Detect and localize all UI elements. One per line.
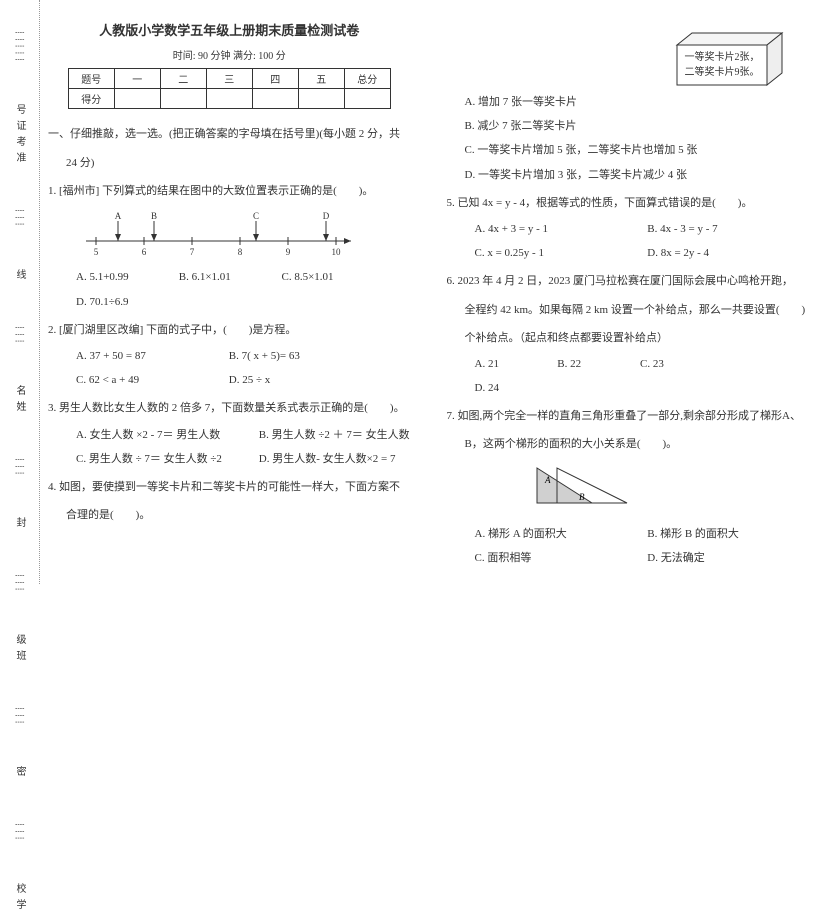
left-column: 人教版小学数学五年级上册期末质量检测试卷 时间: 90 分钟 满分: 100 分… [40,0,429,584]
score-cell [206,89,252,109]
triangle-diagram: A B [527,463,810,516]
question-3: 3. 男生人数比女生人数的 2 倍多 7，下面数量关系式表示正确的是( )。 [48,396,411,420]
card-box-diagram: 一等奖卡片2张， 二等奖卡片9张。 [667,30,797,97]
score-header: 一 [114,69,160,89]
binding-dots: ┊┊┊ [15,325,24,345]
opt-c: C. x = 0.25y - 1 [475,241,645,265]
svg-text:B: B [151,211,157,221]
binding-label-secret: 密 [12,766,27,782]
opt-b: B. 梯形 B 的面积大 [647,522,747,546]
opt-d: D. 8x = 2y - 4 [647,241,747,265]
right-column: 一等奖卡片2张， 二等奖卡片9张。 A. 增加 7 张一等奖卡片 B. 减少 7… [429,0,827,584]
section-1: 一、仔细推敲，选一选。(把正确答案的字母填在括号里)(每小题 2 分，共 [48,123,411,145]
q4-options: A. 增加 7 张一等奖卡片 B. 减少 7 张二等奖卡片 C. 一等奖卡片增加… [465,90,810,187]
svg-text:二等奖卡片9张。: 二等奖卡片9张。 [685,65,760,78]
opt-a: A. 37 + 50 = 87 [76,344,226,368]
opt-a: A. 21 [475,352,555,376]
opt-b: B. 22 [557,352,637,376]
svg-text:D: D [323,211,330,221]
question-5: 5. 已知 4x = y - 4，根据等式的性质，下面算式错误的是( )。 [447,191,810,215]
score-header: 总分 [344,69,390,89]
opt-b: B. 减少 7 张二等奖卡片 [465,114,810,138]
q3-options: A. 女生人数 ×2 - 7＝ 男生人数 B. 男生人数 ÷2 ＋ 7＝ 女生人… [76,423,411,471]
opt-a: A. 女生人数 ×2 - 7＝ 男生人数 [76,423,256,447]
svg-text:9: 9 [286,247,291,257]
binding-margin: ┊┊┊┊┊ 号证考准 ┊┊┊ 线 ┊┊┊ 名姓 ┊┊┊ 封 ┊┊┊ 级班 ┊┊┊… [0,0,40,584]
score-row-label: 得分 [68,89,114,109]
q7-options: A. 梯形 A 的面积大 B. 梯形 B 的面积大 C. 面积相等 D. 无法确… [475,522,810,570]
binding-label-name: 名姓 [12,385,27,417]
binding-label-exam: 号证考准 [12,104,27,168]
section-1b: 24 分) [66,151,411,175]
opt-d: D. 一等奖卡片增加 3 张，二等奖卡片减少 4 张 [465,163,810,187]
binding-dots: ┊┊┊ [15,457,24,477]
binding-dots: ┊┊┊ [15,706,24,726]
question-6: 6. 2023 年 4 月 2 日，2023 厦门马拉松赛在厦门国际会展中心鸣枪… [447,269,810,293]
opt-a: A. 4x + 3 = y - 1 [475,217,645,241]
score-table: 题号 一 二 三 四 五 总分 得分 [68,68,391,109]
opt-b: B. 男生人数 ÷2 ＋ 7＝ 女生人数 [259,423,410,447]
score-header: 题号 [68,69,114,89]
binding-dots: ┊┊┊ [15,208,24,228]
score-cell [252,89,298,109]
binding-label-class: 级班 [12,634,27,666]
score-cell [160,89,206,109]
opt-d: D. 70.1÷6.9 [76,290,176,314]
binding-label-school: 校学 [12,883,27,915]
opt-c: C. 一等奖卡片增加 5 张，二等奖卡片也增加 5 张 [465,138,810,162]
opt-d: D. 无法确定 [647,546,747,570]
svg-text:6: 6 [142,247,147,257]
score-header: 三 [206,69,252,89]
opt-c: C. 面积相等 [475,546,645,570]
q2-options: A. 37 + 50 = 87 B. 7( x + 5)= 63 C. 62 <… [76,344,411,392]
opt-c: C. 23 [640,352,720,376]
svg-text:7: 7 [190,247,195,257]
binding-dots: ┊┊┊┊┊ [15,30,24,64]
opt-d: D. 男生人数- 女生人数×2 = 7 [259,447,396,471]
question-4: 4. 如图，要使摸到一等奖卡片和二等奖卡片的可能性一样大，下面方案不 [48,475,411,499]
score-header: 四 [252,69,298,89]
question-6b: 全程约 42 km。如果每隔 2 km 设置一个补给点，那么一共要设置( ) [465,298,810,322]
q5-options: A. 4x + 3 = y - 1 B. 4x - 3 = y - 7 C. x… [475,217,810,265]
opt-d: D. 25 ÷ x [229,368,329,392]
score-cell [114,89,160,109]
question-4b: 合理的是( )。 [66,503,411,527]
opt-b: B. 4x - 3 = y - 7 [647,217,747,241]
q1-options: A. 5.1+0.99 B. 6.1×1.01 C. 8.5×1.01 D. 7… [76,265,411,313]
question-7b: B，这两个梯形的面积的大小关系是( )。 [465,432,810,456]
page-title: 人教版小学数学五年级上册期末质量检测试卷 [48,20,411,39]
number-line: 5 6 7 8 9 10 A B C D [76,211,411,257]
opt-d: D. 24 [475,376,575,400]
binding-label-seal: 封 [12,517,27,533]
svg-text:10: 10 [332,247,342,257]
svg-text:A: A [115,211,122,221]
svg-text:C: C [253,211,259,221]
svg-text:8: 8 [238,247,243,257]
opt-b: B. 7( x + 5)= 63 [229,344,329,368]
q6-options: A. 21 B. 22 C. 23 D. 24 [475,352,810,400]
score-cell [344,89,390,109]
score-cell [298,89,344,109]
binding-label-line: 线 [12,269,27,285]
opt-c: C. 8.5×1.01 [282,265,382,289]
page-subtitle: 时间: 90 分钟 满分: 100 分 [48,47,411,62]
svg-text:5: 5 [94,247,99,257]
question-7: 7. 如图,两个完全一样的直角三角形重叠了一部分,剩余部分形成了梯形A、 [447,404,810,428]
opt-a: A. 5.1+0.99 [76,265,176,289]
opt-a: A. 梯形 A 的面积大 [475,522,645,546]
score-header: 二 [160,69,206,89]
question-1: 1. [福州市] 下列算式的结果在图中的大致位置表示正确的是( )。 [48,179,411,203]
question-6c: 个补给点。（起点和终点都要设置补给点） [465,326,810,350]
opt-c: C. 62 < a + 49 [76,368,226,392]
svg-text:B: B [579,492,585,502]
question-2: 2. [厦门湖里区改编] 下面的式子中，( )是方程。 [48,318,411,342]
opt-b: B. 6.1×1.01 [179,265,279,289]
opt-c: C. 男生人数 ÷ 7＝ 女生人数 ÷2 [76,447,256,471]
binding-dots: ┊┊┊ [15,822,24,842]
svg-text:A: A [544,475,551,485]
score-header: 五 [298,69,344,89]
svg-text:一等奖卡片2张，: 一等奖卡片2张， [685,50,760,63]
